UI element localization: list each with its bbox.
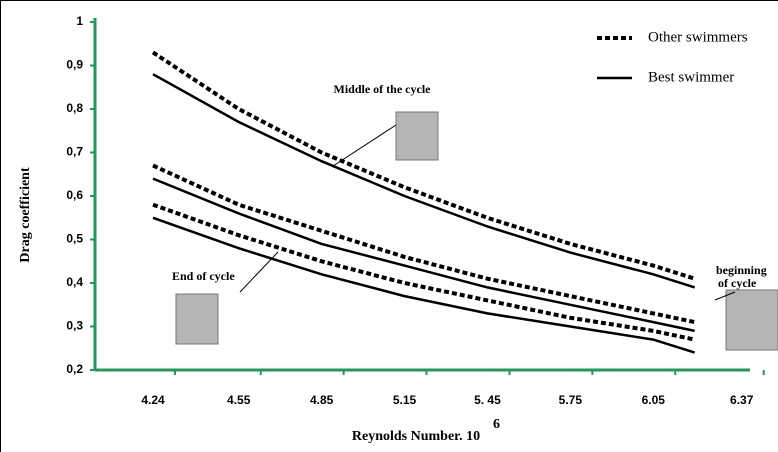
x-axis-label: Reynolds Number. 10 (352, 429, 480, 444)
arrow (714, 291, 736, 301)
annotation: beginning (716, 263, 767, 277)
x-tick-label: 4.85 (310, 393, 334, 407)
x-tick-label: 6.05 (642, 393, 666, 407)
y-tick-label: 0,4 (66, 275, 83, 289)
swimmer-image (725, 289, 778, 351)
series-line (152, 202, 696, 342)
y-tick-label: 0,8 (66, 101, 83, 115)
annotation: Middle of the cycle (334, 82, 432, 96)
swimmer-image (175, 293, 219, 345)
x-tick-label: 5.15 (393, 393, 417, 407)
y-tick-label: 0,6 (66, 188, 83, 202)
images (175, 111, 778, 351)
series-line (151, 50, 696, 281)
series-line (152, 73, 696, 289)
series-line (152, 163, 696, 325)
y-tick-label: 0,5 (66, 232, 83, 246)
swimmer-image (395, 111, 439, 161)
arrow (332, 124, 397, 167)
annotation: of cycle (718, 276, 757, 290)
legend-label: Best swimmer (648, 69, 734, 85)
y-tick-label: 1 (76, 14, 83, 28)
legend-label: Other swimmers (648, 29, 748, 45)
x-tick-label: 4.55 (227, 393, 251, 407)
y-tick-label: 0,9 (66, 58, 83, 72)
y-tick-label: 0,2 (66, 362, 83, 376)
x-tick-label: 5. 45 (474, 393, 501, 407)
series-line (152, 216, 696, 354)
x-tick-label: 5.75 (559, 393, 583, 407)
x-tick-label: 4.24 (141, 393, 165, 407)
series-line (152, 177, 695, 333)
annotation: End of cycle (172, 269, 235, 283)
x-tick-label: 6.37 (730, 393, 754, 407)
y-tick-label: 0,3 (66, 319, 83, 333)
y-axis-label: Drag coefficient (18, 167, 33, 263)
y-tick-label: 0,7 (66, 145, 83, 159)
x-axis-exponent: 6 (493, 417, 500, 432)
